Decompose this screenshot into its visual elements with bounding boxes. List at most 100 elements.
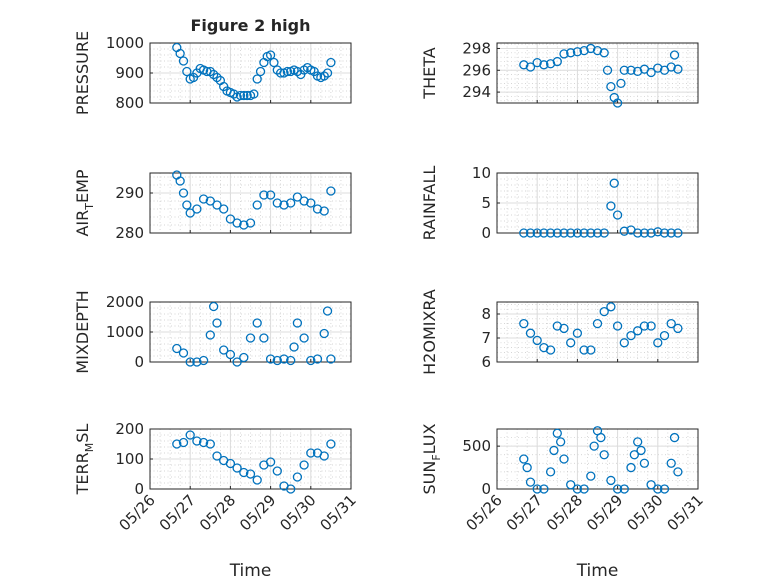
data-point (586, 228, 596, 238)
y-axis-label: TERRMSL (73, 424, 96, 496)
data-point (669, 432, 680, 443)
y-tick-label: 280 (115, 224, 144, 242)
y-tick-label: 1000 (106, 323, 144, 341)
data-point (646, 480, 656, 490)
data-point (539, 60, 549, 70)
data-point (292, 472, 303, 482)
data-point (539, 228, 549, 238)
data-point (572, 328, 583, 338)
data-point (589, 441, 599, 451)
data-point (306, 448, 316, 458)
data-point (279, 354, 289, 364)
data-point (532, 57, 542, 68)
data-point (319, 206, 329, 216)
axes-box (149, 172, 352, 234)
data-point (525, 328, 536, 338)
data-point (192, 357, 202, 367)
data-point (566, 480, 576, 490)
y-tick-label: 900 (115, 64, 144, 82)
y-tick-label: 290 (115, 184, 144, 202)
data-point (326, 57, 336, 68)
y-axis-label: THETA (420, 47, 439, 99)
data-point (232, 218, 242, 228)
data-point (225, 214, 236, 224)
panel-mixdepth: 0 1000 2000 MIXDEPTH (73, 290, 352, 374)
data-point (606, 81, 616, 92)
data-point (259, 333, 269, 343)
y-axis-label: MIXDEPTH (73, 290, 92, 373)
y-tick-label: 1000 (106, 34, 144, 52)
data-point (272, 198, 282, 208)
data-point (269, 57, 279, 68)
data-point (299, 460, 309, 470)
data-point (626, 65, 636, 75)
y-tick-label: 10 (472, 164, 491, 182)
data-point (566, 338, 576, 348)
x-tick-label: 05/31 (664, 491, 707, 534)
data-point (198, 194, 209, 204)
data-point (232, 357, 242, 367)
data-point (579, 484, 589, 494)
data-point (532, 335, 542, 346)
data-point (646, 228, 656, 238)
axes-frame (496, 428, 699, 490)
data-point (559, 454, 569, 464)
data-point (219, 345, 229, 355)
data-point (239, 90, 249, 101)
x-axis-label: Time (229, 561, 272, 581)
data-point (552, 228, 562, 238)
data-point (619, 484, 629, 494)
data-point (175, 48, 185, 59)
data-point (255, 66, 266, 77)
data-point (192, 204, 202, 214)
data-point (606, 302, 616, 312)
data-point (272, 466, 282, 476)
data-point (205, 196, 215, 206)
data-point (673, 323, 683, 334)
data-point (265, 190, 276, 200)
x-tick-label: 05/28 (543, 491, 586, 534)
data-point (596, 432, 606, 443)
y-tick-label: 500 (462, 437, 491, 455)
data-point (299, 333, 309, 343)
data-point (586, 471, 596, 481)
y-tick-label: 800 (115, 94, 144, 112)
y-tick-label: 7 (481, 329, 491, 347)
data-point (239, 352, 249, 363)
panel-terr_msl: 010020005/2605/2705/2805/2905/3005/31Tim… (73, 420, 360, 581)
data-point (326, 439, 336, 449)
data-point (545, 345, 556, 355)
data-point (633, 326, 643, 336)
data-point (619, 338, 629, 348)
data-point (673, 228, 683, 238)
data-point (275, 68, 286, 78)
data-point (259, 190, 269, 200)
data-point (306, 198, 316, 208)
y-tick-label: 5 (481, 194, 491, 212)
x-tick-label: 05/29 (236, 491, 279, 534)
data-point (659, 484, 670, 494)
data-point (626, 462, 636, 473)
y-tick-label: 2000 (106, 293, 144, 311)
data-point (653, 338, 663, 348)
data-point (326, 186, 336, 196)
y-tick-label: 296 (462, 61, 491, 79)
panel-pressure: 800 900 1000 Figure 2 high PRESSURE (73, 16, 352, 115)
y-tick-label: 100 (115, 450, 144, 468)
data-point (185, 357, 195, 367)
data-point (225, 349, 236, 360)
data-point (579, 228, 589, 238)
data-point (552, 56, 562, 67)
data-point (545, 467, 556, 477)
data-point (272, 355, 282, 366)
data-point (579, 345, 589, 355)
data-point (646, 67, 656, 78)
data-point (539, 484, 549, 494)
data-point (673, 467, 683, 477)
data-point (612, 210, 623, 220)
data-point (235, 90, 246, 101)
data-point (612, 98, 623, 108)
data-point (659, 228, 670, 238)
data-point (599, 48, 609, 58)
data-point (669, 50, 680, 60)
